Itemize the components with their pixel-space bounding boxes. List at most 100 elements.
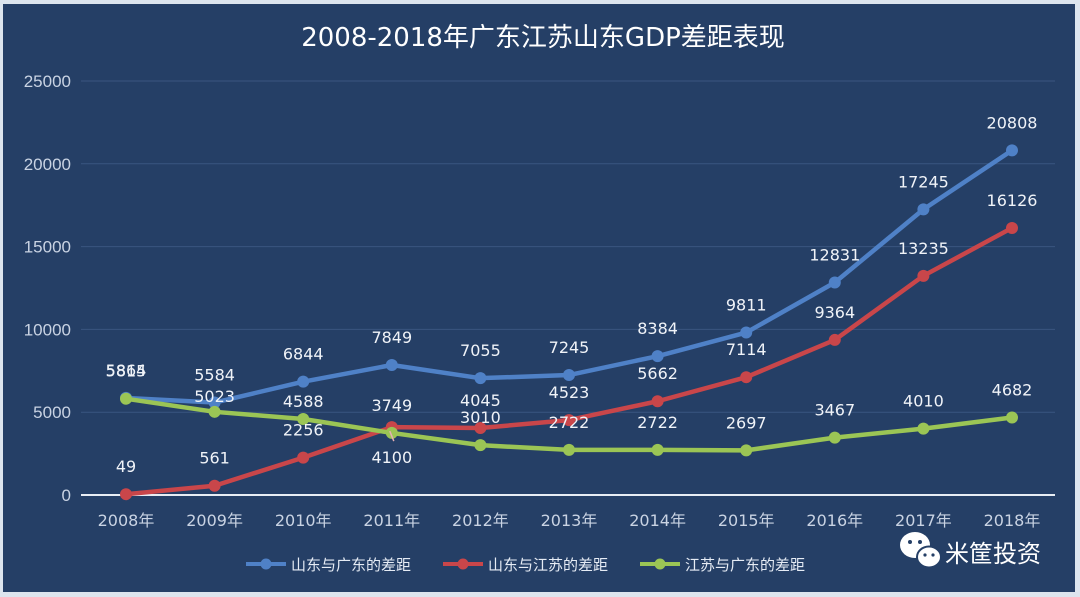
data-point: [651, 350, 664, 363]
data-point: [740, 326, 753, 339]
data-point: [740, 371, 753, 384]
y-tick-label: 15000: [24, 238, 71, 257]
data-label: 7245: [549, 338, 590, 357]
data-point: [120, 488, 132, 501]
x-tick-label: 2011年: [363, 511, 420, 530]
y-tick-label: 5000: [33, 403, 71, 422]
data-point: [828, 276, 841, 289]
data-label: 7055: [460, 341, 501, 360]
legend-item-0: 山东与广东的差距: [246, 556, 411, 574]
series-line-0: [123, 148, 1015, 405]
data-point: [651, 443, 664, 456]
data-point: [385, 426, 398, 439]
data-label: 2697: [726, 413, 767, 432]
x-tick-label: 2012年: [452, 511, 509, 530]
legend-label: 山东与江苏的差距: [488, 556, 608, 574]
legend: 山东与广东的差距 山东与江苏的差距 江苏与广东的差距: [246, 556, 805, 574]
data-point: [563, 443, 575, 456]
data-point: [917, 269, 930, 282]
data-label: 4100: [371, 448, 412, 467]
data-label: 4682: [992, 380, 1033, 399]
data-point: [385, 359, 398, 372]
legend-label: 江苏与广东的差距: [685, 556, 805, 574]
data-label: 4045: [460, 391, 501, 410]
x-tick-label: 2018年: [984, 511, 1041, 530]
data-label: 13235: [898, 239, 949, 258]
data-point: [474, 372, 487, 385]
data-point: [917, 203, 930, 216]
data-point: [120, 392, 132, 405]
data-point: [208, 479, 221, 492]
data-label: 3467: [814, 401, 855, 420]
series-group: [120, 144, 1018, 501]
x-tick-label: 2010年: [275, 511, 332, 530]
y-axis: 0 5000 10000 15000 20000 25000: [24, 72, 71, 505]
x-tick-label: 2015年: [718, 511, 775, 530]
wechat-icon: [900, 532, 942, 569]
chart-panel: 2008-2018年广东江苏山东GDP差距表现 0 5000 10000 15000 2…: [3, 4, 1075, 592]
data-label: 4010: [903, 392, 944, 411]
data-point: [1006, 221, 1018, 234]
data-label: 5023: [194, 387, 235, 406]
watermark-text: 米筐投资: [945, 540, 1041, 568]
x-tick-label: 2013年: [541, 511, 598, 530]
data-label: 8384: [637, 319, 678, 338]
data-label: 16126: [987, 191, 1038, 210]
data-point: [917, 422, 930, 435]
data-label: 561: [199, 449, 230, 468]
x-tick-label: 2009年: [186, 511, 243, 530]
data-point: [297, 451, 310, 464]
y-tick-label: 10000: [24, 320, 71, 339]
data-label: 9811: [726, 296, 767, 315]
data-label: 3749: [371, 396, 412, 415]
legend-marker: [457, 558, 469, 570]
data-labels: 5864 5584 6844 7849 7055 7245 8384 9811 12831 172…: [106, 113, 1038, 476]
data-label: 2722: [637, 413, 678, 432]
data-point: [563, 369, 575, 382]
x-tick-label: 2014年: [629, 511, 686, 530]
data-point: [1006, 411, 1018, 424]
line-chart: 2008-2018年广东江苏山东GDP差距表现 0 5000 10000 15000 2…: [24, 23, 1055, 574]
data-label: 4588: [283, 392, 324, 411]
legend-marker: [654, 558, 666, 570]
data-label: 9364: [814, 303, 855, 322]
data-label: 12831: [809, 246, 860, 265]
data-label: 2722: [549, 413, 590, 432]
data-point: [297, 375, 310, 388]
data-label: 5815: [106, 362, 147, 381]
data-label: 2256: [283, 421, 324, 440]
data-label: 3010: [460, 408, 501, 427]
legend-marker: [260, 558, 272, 570]
watermark: 米筐投资: [900, 532, 1041, 569]
data-label: 49: [116, 457, 136, 476]
data-point: [563, 414, 575, 427]
data-label: 17245: [898, 172, 949, 191]
chart-title: 2008-2018年广东江苏山东GDP差距表现: [301, 23, 785, 53]
data-label: 20808: [987, 113, 1038, 132]
data-label: 4523: [549, 383, 590, 402]
data-point: [651, 395, 664, 408]
data-label: 7114: [726, 340, 767, 359]
data-point: [208, 396, 221, 409]
data-label: 5864: [106, 361, 147, 380]
x-tick-label: 2017年: [895, 511, 952, 530]
data-point: [474, 439, 487, 452]
x-tick-label: 2008年: [98, 511, 155, 530]
leader-line: [389, 430, 395, 442]
data-label: 7849: [371, 328, 412, 347]
x-axis: 2008年 2009年 2010年 2011年 2012年 2013年 2014年 2015年…: [98, 511, 1041, 530]
y-tick-label: 25000: [24, 72, 71, 91]
data-point: [297, 413, 310, 426]
data-label: 5662: [637, 364, 678, 383]
y-tick-label: 0: [62, 486, 71, 505]
data-label: 5584: [194, 366, 235, 385]
data-point: [208, 405, 221, 418]
data-point: [1006, 144, 1018, 157]
data-point: [828, 431, 841, 444]
data-point: [740, 444, 753, 457]
y-tick-label: 20000: [24, 155, 71, 174]
x-tick-label: 2016年: [806, 511, 863, 530]
legend-item-1: 山东与江苏的差距: [443, 556, 608, 574]
data-point: [828, 333, 841, 346]
data-point: [474, 422, 487, 435]
